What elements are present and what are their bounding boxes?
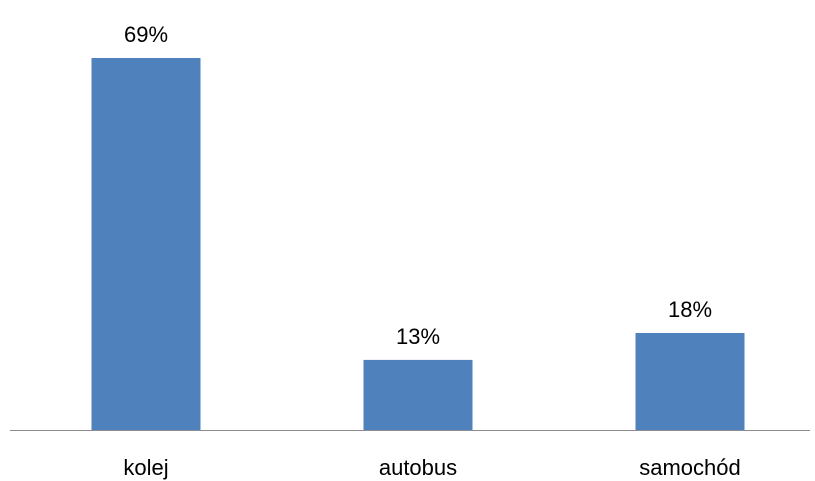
bar-2 — [635, 333, 745, 430]
x-tick-label-1: autobus — [379, 455, 457, 480]
data-label-1: 13% — [396, 324, 440, 349]
bars-group — [91, 58, 745, 430]
data-label-0: 69% — [124, 22, 168, 47]
x-tick-label-0: kolej — [123, 455, 168, 480]
x-tick-labels-group: kolej autobus samochód — [123, 455, 740, 480]
data-labels-group: 69% 13% 18% — [124, 22, 712, 349]
bar-0 — [91, 58, 201, 430]
bar-1 — [363, 359, 473, 430]
data-label-2: 18% — [668, 297, 712, 322]
x-tick-label-2: samochód — [639, 455, 741, 480]
